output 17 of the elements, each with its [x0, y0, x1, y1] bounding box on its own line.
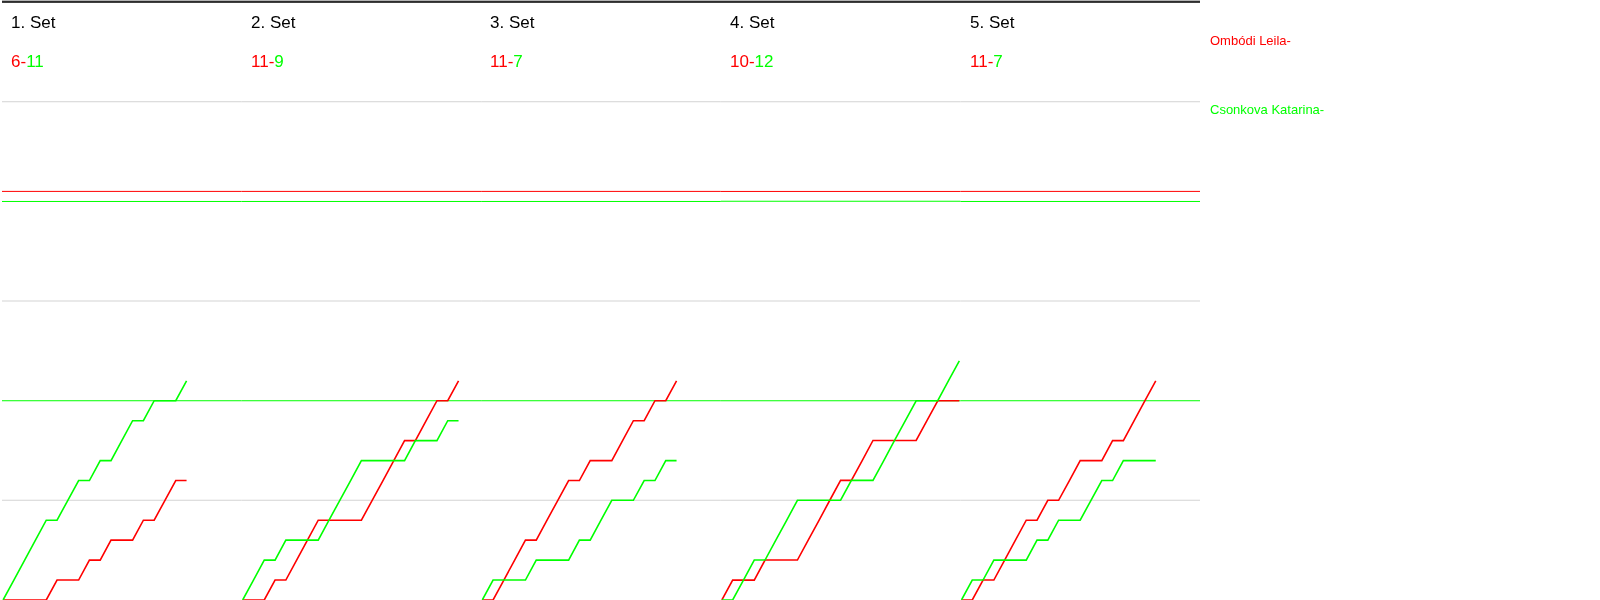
text: 12: [754, 52, 774, 71]
text: Ombódi Leila-: [1210, 33, 1291, 48]
text: 10-: [730, 52, 755, 71]
chart-title: 3. Set: [490, 13, 535, 32]
text: 7: [993, 52, 1003, 71]
chart-title: 1. Set: [11, 13, 56, 32]
text: 9: [274, 52, 284, 71]
chart-title: 2. Set: [251, 13, 296, 32]
text: 6-: [11, 52, 27, 71]
text: 11: [26, 52, 44, 71]
chart-title: 4. Set: [730, 13, 775, 32]
text: 11-: [970, 52, 994, 71]
text: 11-: [251, 52, 275, 71]
chart-title: 5. Set: [970, 13, 1015, 32]
text: Csonkova Katarina-: [1210, 102, 1325, 117]
text: 7: [513, 52, 523, 71]
text: 11-: [490, 52, 514, 71]
